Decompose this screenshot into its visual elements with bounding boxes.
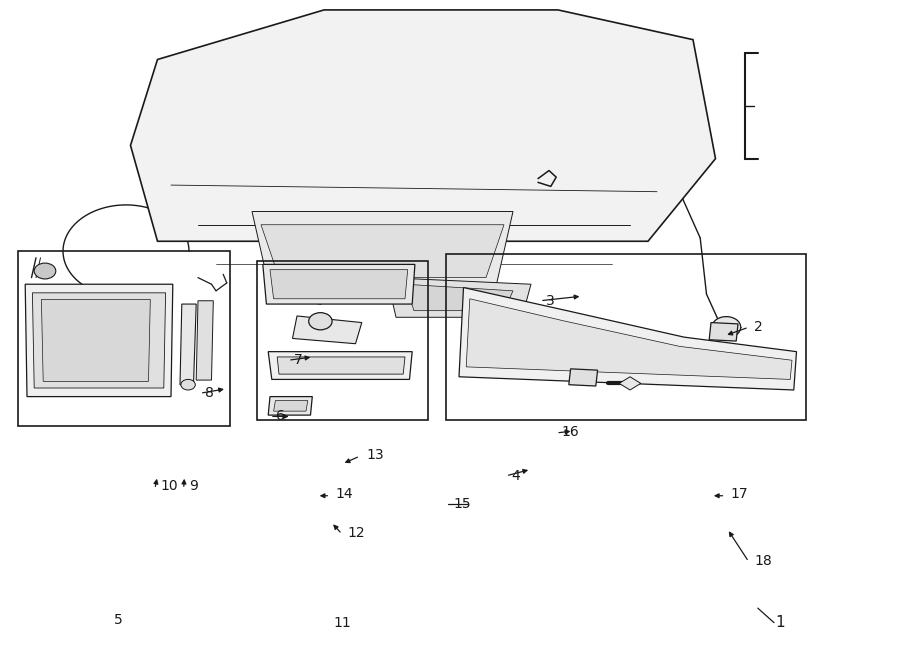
- Text: 14: 14: [336, 487, 354, 502]
- Text: 8: 8: [205, 386, 214, 401]
- Text: 12: 12: [347, 525, 365, 540]
- Polygon shape: [252, 212, 513, 291]
- Text: 9: 9: [189, 479, 198, 493]
- Polygon shape: [277, 357, 405, 374]
- Polygon shape: [41, 299, 150, 381]
- Polygon shape: [263, 264, 415, 304]
- Polygon shape: [466, 299, 792, 379]
- Text: 10: 10: [160, 479, 178, 493]
- Text: 6: 6: [276, 409, 285, 424]
- Text: 15: 15: [454, 496, 472, 511]
- Polygon shape: [130, 10, 716, 241]
- Polygon shape: [558, 329, 623, 356]
- Text: 2: 2: [754, 320, 763, 334]
- Bar: [256, 261, 428, 420]
- Text: 11: 11: [333, 615, 351, 630]
- Polygon shape: [268, 352, 412, 379]
- Text: 13: 13: [366, 447, 384, 462]
- Polygon shape: [274, 401, 308, 411]
- Circle shape: [712, 317, 741, 338]
- Polygon shape: [268, 397, 312, 415]
- Text: 16: 16: [562, 424, 580, 439]
- Polygon shape: [32, 293, 166, 388]
- Bar: [18, 251, 230, 426]
- Text: 3: 3: [546, 293, 555, 308]
- Text: 7: 7: [294, 353, 303, 368]
- Circle shape: [309, 313, 332, 330]
- Polygon shape: [270, 270, 408, 299]
- Text: 4: 4: [511, 469, 520, 483]
- Polygon shape: [709, 323, 738, 341]
- Polygon shape: [387, 278, 531, 317]
- Polygon shape: [569, 369, 598, 386]
- Circle shape: [34, 263, 56, 279]
- Polygon shape: [292, 316, 362, 344]
- Bar: [446, 254, 806, 420]
- Text: 5: 5: [114, 613, 123, 627]
- Polygon shape: [196, 301, 213, 380]
- Polygon shape: [180, 304, 196, 385]
- Polygon shape: [405, 284, 513, 311]
- Polygon shape: [261, 225, 504, 278]
- Polygon shape: [619, 377, 641, 390]
- Polygon shape: [25, 284, 173, 397]
- Text: 1: 1: [776, 615, 786, 630]
- Circle shape: [181, 379, 195, 390]
- Polygon shape: [459, 288, 796, 390]
- Text: 18: 18: [754, 553, 772, 568]
- Text: 17: 17: [731, 487, 749, 502]
- Polygon shape: [565, 334, 617, 350]
